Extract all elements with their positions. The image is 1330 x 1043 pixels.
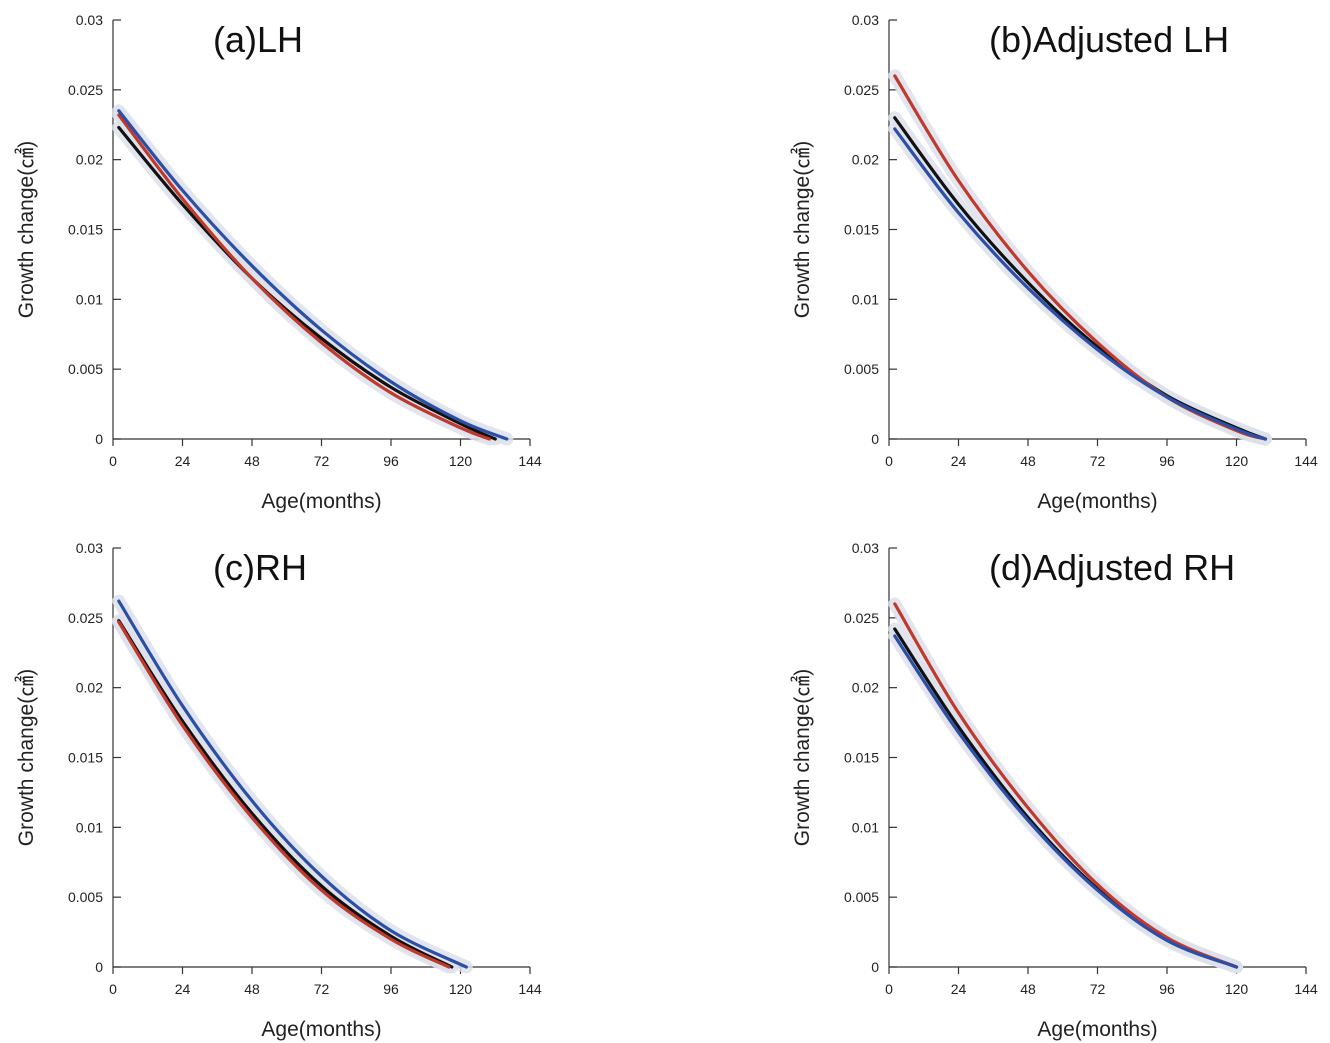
x-tick-label: 144	[1294, 453, 1318, 469]
y-tick-label: 0.005	[844, 889, 879, 905]
panel-c: 0 24 48 72 96 120 144 0 0.005 0.01 0.015 0.02 0.025 0…	[14, 540, 542, 1041]
panel-d: 0 24 48 72 96 120 144 0 0.005 0.01 0.015 0.02 0.025 0…	[790, 540, 1318, 1041]
y-tick-label: 0.02	[76, 680, 103, 696]
series-line-c-3	[117, 599, 468, 969]
x-tick-label: 72	[1090, 981, 1106, 997]
y-tick-label: 0.01	[76, 819, 103, 835]
y-tick-label: 0	[95, 959, 103, 975]
x-tick-label: 120	[449, 981, 473, 997]
x-tick-label: 24	[951, 981, 967, 997]
series-line-d-2	[893, 602, 1239, 969]
panel-title-c: (c)RH	[213, 547, 307, 588]
x-axis-title-d: Age(months)	[1037, 1018, 1157, 1041]
y-tick-label: 0.025	[68, 610, 103, 626]
x-tick-label: 0	[885, 981, 893, 997]
x-tick-label: 144	[518, 981, 542, 997]
y-tick-label: 0.01	[852, 291, 879, 307]
y-axis-title-b: Growth change(㎠)	[790, 141, 814, 318]
y-axis-title-a: Growth change(㎠)	[14, 141, 38, 318]
x-tick-label: 24	[175, 453, 191, 469]
y-tick-label: 0	[95, 431, 103, 447]
y-tick-label: 0.015	[68, 750, 103, 766]
y-tick-label: 0.02	[852, 680, 879, 696]
panel-title-d: (d)Adjusted RH	[989, 547, 1235, 588]
x-tick-label: 72	[314, 981, 330, 997]
y-tick-label: 0	[871, 431, 879, 447]
series-line-a-1	[117, 125, 497, 441]
y-tick-label: 0.01	[852, 819, 879, 835]
y-axis-title-d: Growth change(㎠)	[790, 669, 814, 846]
series-line-a-2	[117, 113, 492, 441]
x-axis-title-a: Age(months)	[261, 490, 381, 513]
y-tick-label: 0.005	[68, 361, 103, 377]
y-tick-label: 0.03	[852, 12, 879, 28]
y-axis-title-c: Growth change(㎠)	[14, 669, 38, 846]
x-tick-label: 24	[175, 981, 191, 997]
y-tick-label: 0.025	[844, 82, 879, 98]
y-tick-label: 0.015	[844, 222, 879, 238]
y-tick-label: 0.02	[852, 152, 879, 168]
x-tick-label: 120	[1225, 981, 1249, 997]
y-tick-label: 0.03	[852, 540, 879, 556]
panel-title-a: (a)LH	[213, 19, 303, 60]
series-line-b-3	[893, 127, 1268, 441]
x-tick-label: 48	[244, 981, 260, 997]
x-tick-label: 96	[383, 981, 399, 997]
panel-title-b: (b)Adjusted LH	[989, 19, 1229, 60]
y-tick-label: 0.015	[68, 222, 103, 238]
y-tick-label: 0.005	[844, 361, 879, 377]
y-tick-label: 0.02	[76, 152, 103, 168]
panel-b: 0 24 48 72 96 120 144 0 0.005 0.01 0.015 0.02 0.025 0…	[790, 12, 1318, 513]
y-tick-label: 0.015	[844, 750, 879, 766]
x-tick-label: 144	[1294, 981, 1318, 997]
series-line-d-3	[893, 634, 1239, 969]
x-tick-label: 48	[1020, 981, 1036, 997]
series-line-a-3	[117, 109, 509, 441]
series-line-c-1	[117, 619, 454, 969]
x-tick-label: 96	[383, 453, 399, 469]
y-tick-label: 0	[871, 959, 879, 975]
x-tick-label: 120	[1225, 453, 1249, 469]
y-tick-label: 0.03	[76, 12, 103, 28]
y-tick-label: 0.01	[76, 291, 103, 307]
x-axis-title-b: Age(months)	[1037, 490, 1157, 513]
x-tick-label: 48	[1020, 453, 1036, 469]
x-tick-label: 72	[1090, 453, 1106, 469]
series-line-c-2	[117, 620, 451, 969]
x-tick-label: 48	[244, 453, 260, 469]
y-tick-label: 0.03	[76, 540, 103, 556]
x-tick-label: 120	[449, 453, 473, 469]
x-tick-label: 0	[109, 453, 117, 469]
x-tick-label: 72	[314, 453, 330, 469]
x-tick-label: 96	[1159, 981, 1175, 997]
x-tick-label: 24	[951, 453, 967, 469]
y-tick-label: 0.025	[68, 82, 103, 98]
x-axis-title-c: Age(months)	[261, 1018, 381, 1041]
x-tick-label: 0	[109, 981, 117, 997]
y-tick-label: 0.025	[844, 610, 879, 626]
panel-a: 0 24 48 72 96 120 144 0 0.005 0.01 0.015 0.02 0.025 0…	[14, 12, 542, 513]
y-tick-label: 0.005	[68, 889, 103, 905]
x-tick-label: 96	[1159, 453, 1175, 469]
x-tick-label: 144	[518, 453, 542, 469]
x-tick-label: 0	[885, 453, 893, 469]
